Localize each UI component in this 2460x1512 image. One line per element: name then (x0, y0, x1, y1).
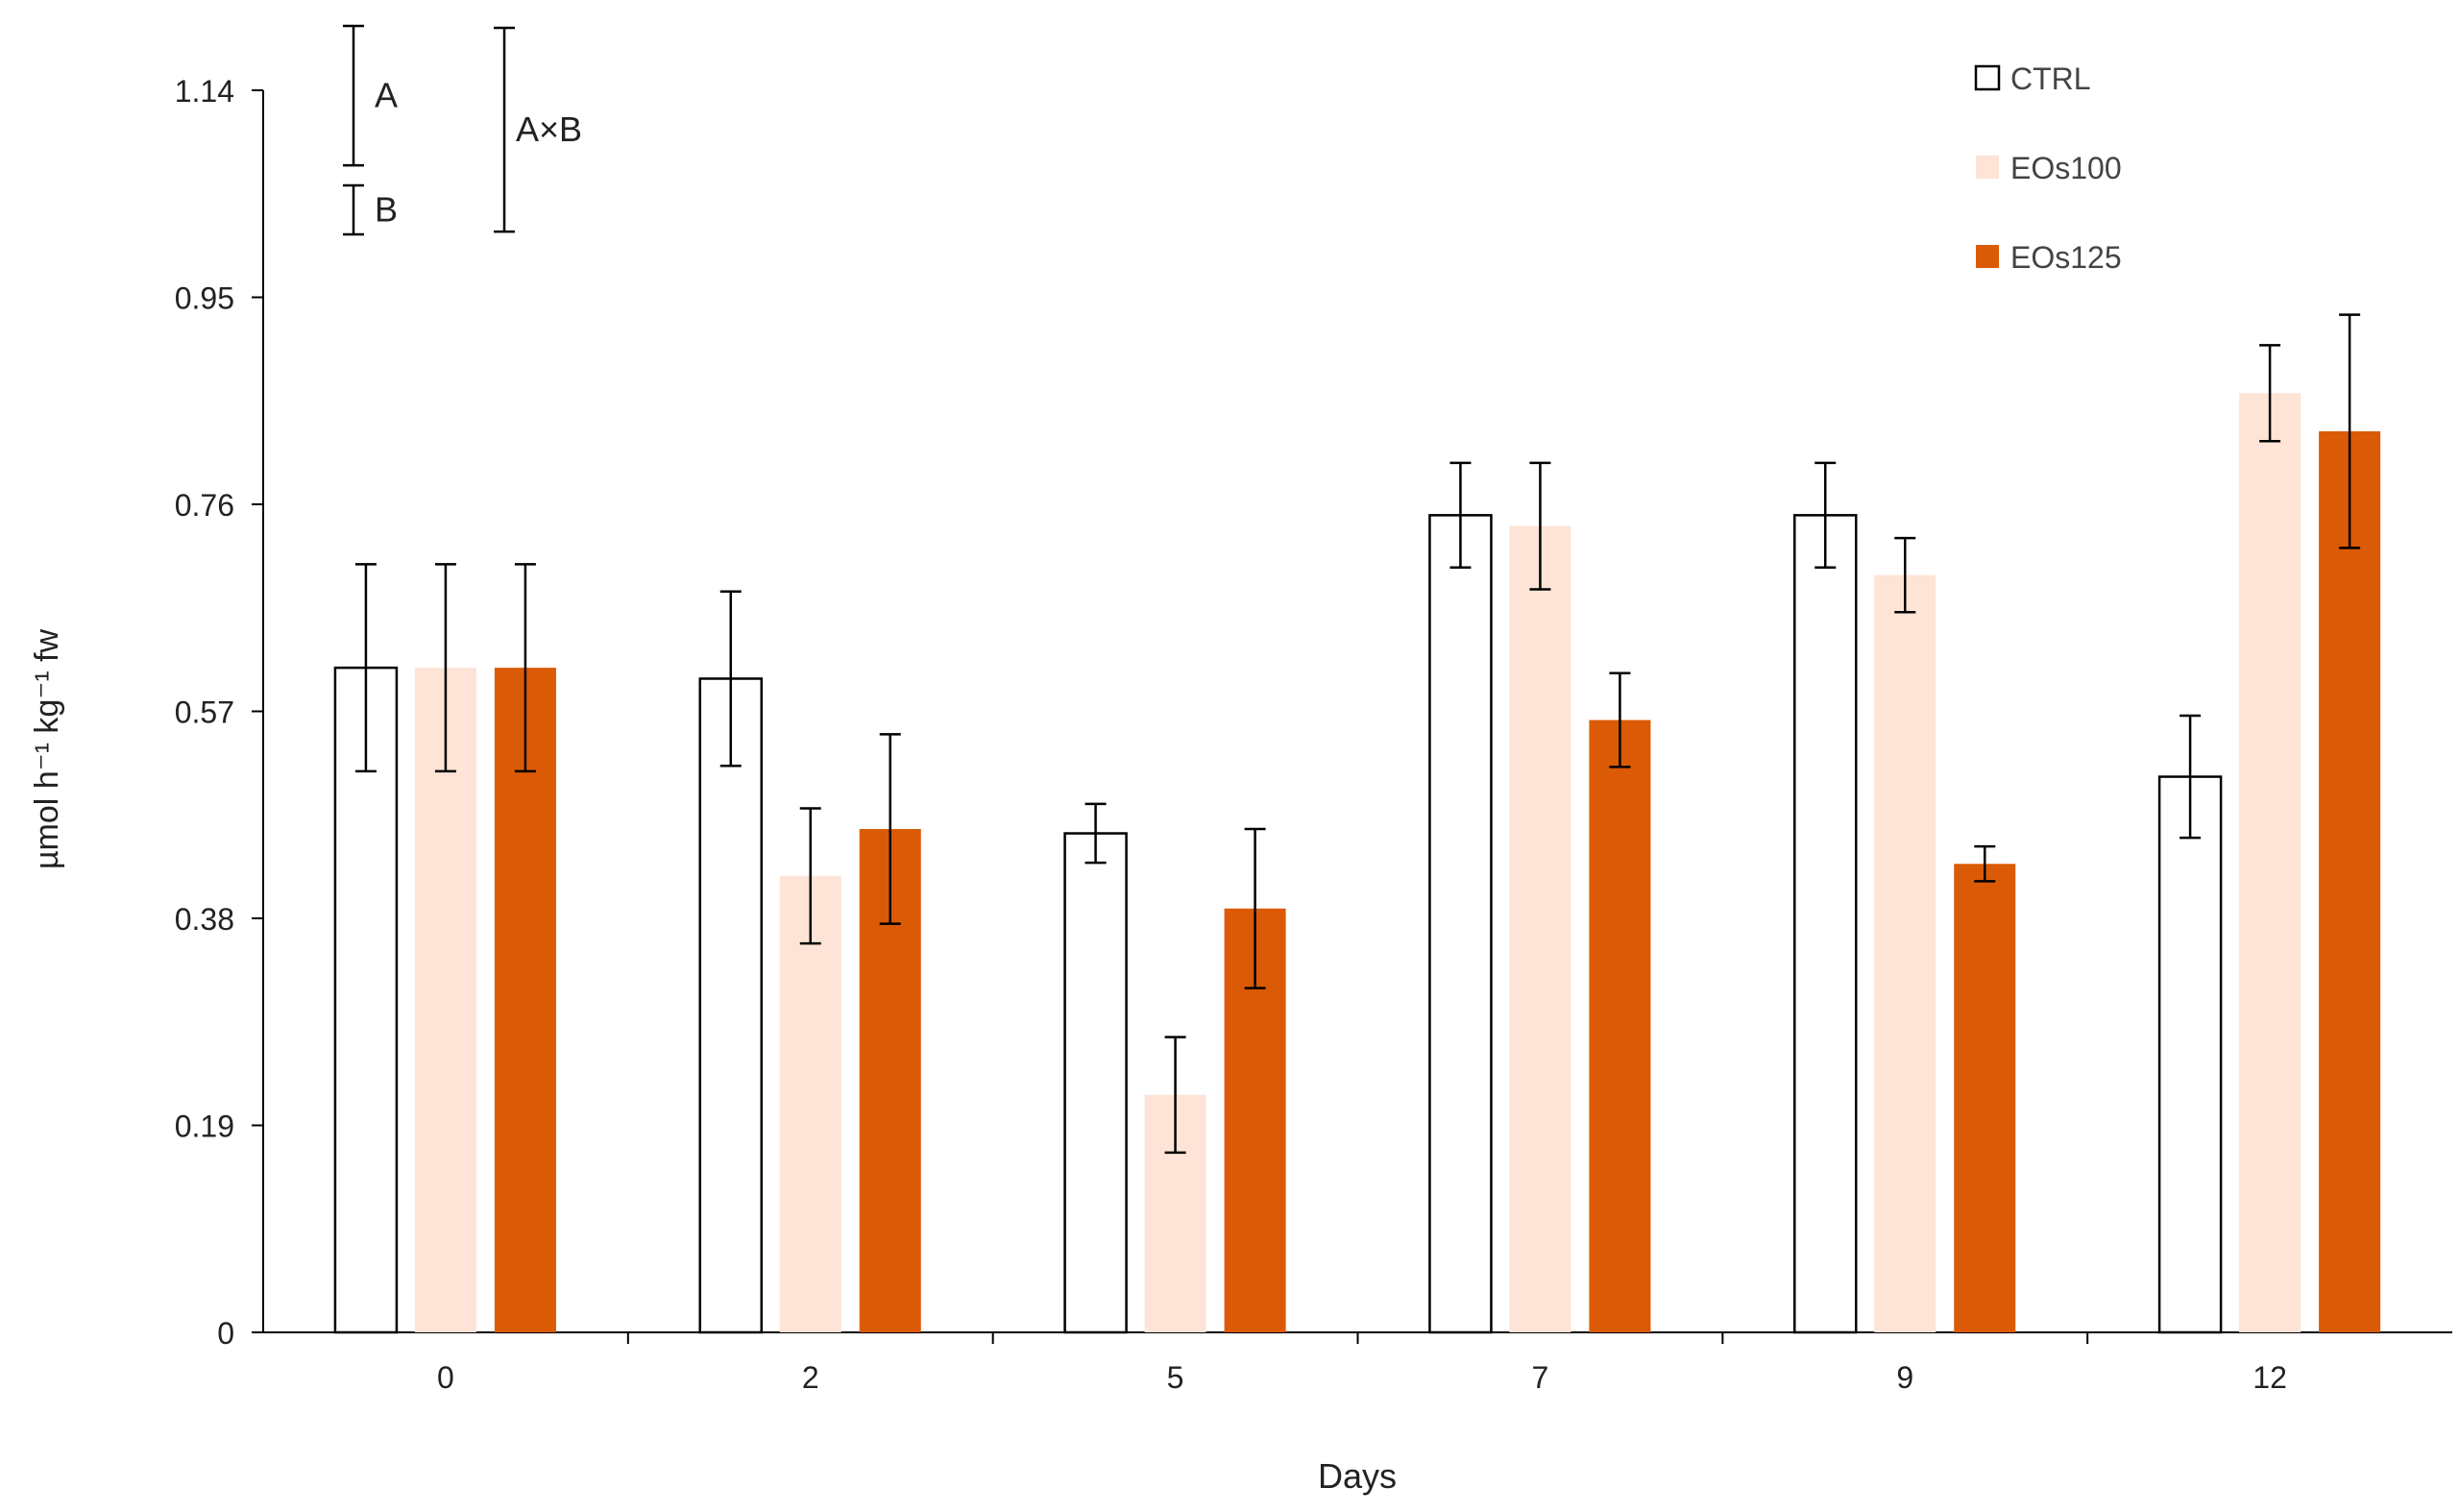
y-tick-label: 0.38 (175, 902, 234, 937)
bar-eos125-day-12 (2319, 431, 2381, 1332)
lsd-label: A (375, 76, 398, 115)
x-axis-label: Days (1318, 1456, 1397, 1496)
bar-ctrl-day-12 (2157, 775, 2223, 1334)
bar-eos125-day-7 (1589, 719, 1651, 1332)
bar-eos100-day-12 (2239, 393, 2302, 1332)
y-tick-label: 0.57 (175, 695, 234, 730)
bar-eos100-day-9 (1874, 574, 1936, 1332)
y-tick-label: 0.76 (175, 488, 234, 523)
bar-eos100-day-0 (414, 668, 476, 1332)
error-bars (354, 313, 2361, 1155)
bar-eos125-day-0 (494, 668, 556, 1332)
bars (333, 393, 2381, 1334)
legend-swatch-eos125 (1976, 245, 1999, 268)
legend-label-eos125: EOs125 (2010, 240, 2122, 275)
bar-eos100-day-7 (1509, 525, 1571, 1332)
bar-ctrl-day-0 (333, 666, 399, 1334)
x-tick-label: 5 (1167, 1360, 1184, 1395)
x-tick-label: 2 (802, 1360, 819, 1395)
lsd-label: A×B (516, 110, 582, 149)
bar-ctrl-day-9 (1793, 514, 1858, 1334)
lsd-label: B (375, 190, 398, 230)
y-tick-label: 0.19 (175, 1110, 234, 1144)
y-axis-label: µmol h⁻¹ kg⁻¹ fw (29, 629, 65, 870)
x-tick-label: 7 (1532, 1360, 1549, 1395)
legend-label-ctrl: CTRL (2010, 61, 2091, 96)
legend-swatch-ctrl (1974, 64, 2001, 91)
y-tick-label: 0 (217, 1316, 234, 1351)
legend: CTRL EOs100 EOs125 (1974, 61, 2122, 275)
bar-eos100-day-2 (779, 875, 841, 1332)
x-tick-label: 12 (2253, 1360, 2287, 1395)
x-tick-label: 9 (1896, 1360, 1913, 1395)
legend-swatch-eos100 (1976, 156, 1999, 179)
bar-eos125-day-9 (1954, 864, 2016, 1332)
legend-label-eos100: EOs100 (2010, 151, 2122, 185)
axes: 0 0.19 0.38 0.57 0.76 0.95 1.14 0 2 5 7 9 12 (175, 74, 2452, 1395)
bar-ctrl-day-2 (698, 677, 763, 1334)
x-tick-label: 0 (437, 1360, 454, 1395)
y-tick-label: 1.14 (175, 74, 234, 109)
significance-bars: A B A×B (343, 24, 582, 236)
y-tick-label: 0.95 (175, 281, 234, 316)
bar-ctrl-day-5 (1063, 832, 1128, 1334)
bar-ctrl-day-7 (1428, 514, 1493, 1334)
